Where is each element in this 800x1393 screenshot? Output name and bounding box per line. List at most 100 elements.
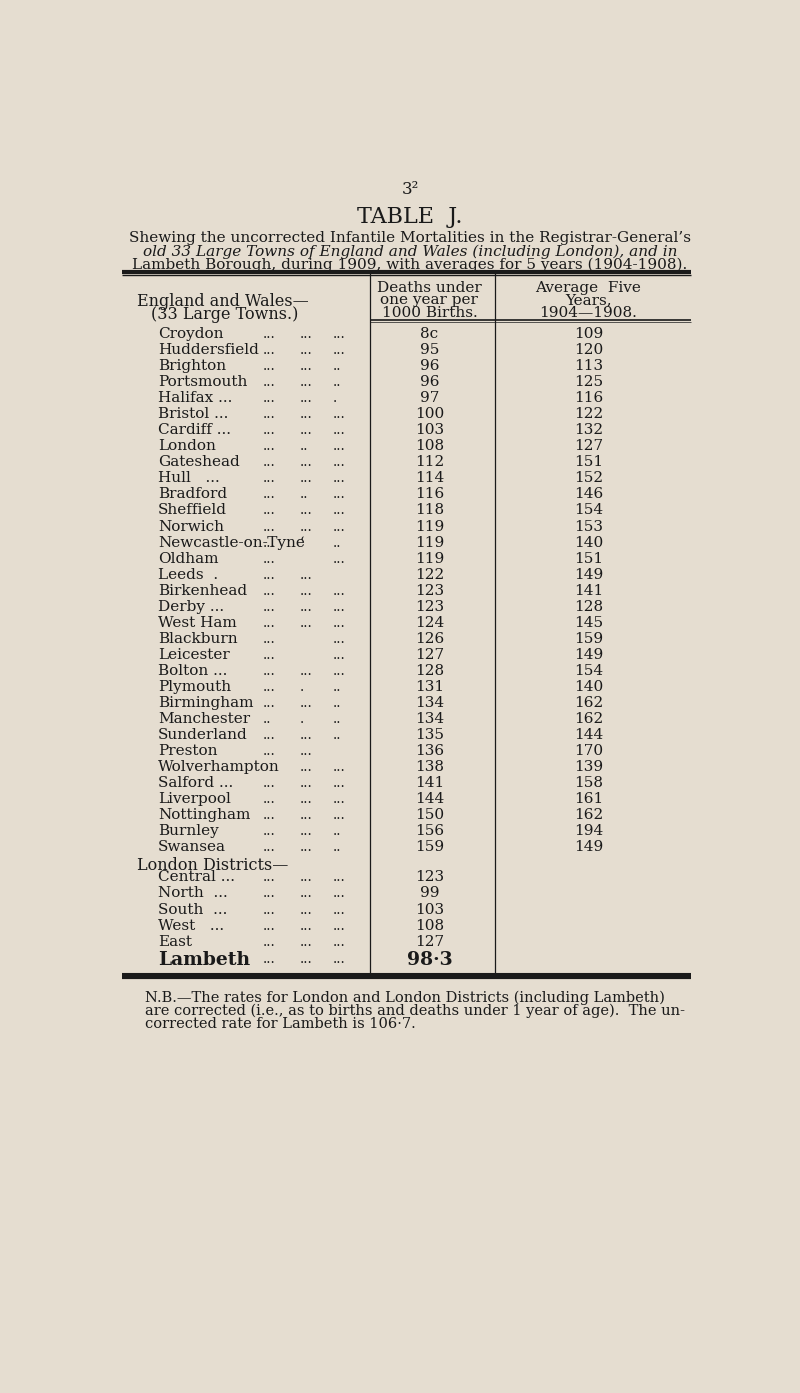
Text: ...: ...	[262, 471, 275, 486]
Text: 127: 127	[415, 648, 444, 662]
Text: ...: ...	[262, 599, 275, 613]
Text: ...: ...	[333, 327, 346, 341]
Text: 123: 123	[415, 871, 444, 885]
Text: Bradford: Bradford	[158, 488, 227, 501]
Text: ...: ...	[262, 871, 275, 885]
Text: ...: ...	[262, 552, 275, 566]
Text: Oldham: Oldham	[158, 552, 218, 566]
Text: ...: ...	[262, 648, 275, 662]
Text: 119: 119	[414, 535, 444, 549]
Text: ...: ...	[300, 599, 313, 613]
Text: ..: ..	[300, 488, 309, 501]
Text: Halifax ...: Halifax ...	[158, 391, 233, 405]
Text: ...: ...	[333, 808, 346, 822]
Text: ...: ...	[262, 535, 275, 549]
Text: West Ham: West Ham	[158, 616, 237, 630]
Text: ...: ...	[300, 520, 313, 534]
Text: 132: 132	[574, 423, 603, 437]
Text: 149: 149	[574, 567, 603, 581]
Text: 123: 123	[415, 599, 444, 613]
Text: ..: ..	[333, 840, 341, 854]
Text: ...: ...	[333, 471, 346, 486]
Text: 138: 138	[415, 759, 444, 773]
Text: ...: ...	[300, 759, 313, 773]
Text: ...: ...	[333, 951, 346, 967]
Text: ...: ...	[262, 391, 275, 405]
Text: ...: ...	[262, 327, 275, 341]
Text: ..: ..	[333, 727, 341, 741]
Text: ...: ...	[262, 488, 275, 501]
Text: 8c: 8c	[420, 327, 438, 341]
Text: ...: ...	[262, 584, 275, 598]
Text: 125: 125	[574, 375, 603, 390]
Text: 122: 122	[414, 567, 444, 581]
Text: 98·3: 98·3	[406, 950, 452, 968]
Text: ...: ...	[300, 727, 313, 741]
Text: ...: ...	[333, 776, 346, 790]
Text: 140: 140	[574, 535, 603, 549]
Text: 100: 100	[414, 407, 444, 422]
Text: Liverpool: Liverpool	[158, 791, 231, 805]
Text: ...: ...	[262, 359, 275, 373]
Text: Lambeth: Lambeth	[158, 950, 250, 968]
Text: ...: ...	[333, 616, 346, 630]
Text: TABLE  J.: TABLE J.	[358, 206, 462, 227]
Text: ...: ...	[300, 808, 313, 822]
Text: one year per: one year per	[381, 294, 478, 308]
Text: 134: 134	[415, 695, 444, 709]
Text: 118: 118	[415, 503, 444, 517]
Text: ...: ...	[300, 584, 313, 598]
Text: ...: ...	[333, 918, 346, 932]
Text: 112: 112	[414, 456, 444, 469]
Text: .: .	[333, 391, 337, 405]
Text: ...: ...	[300, 791, 313, 805]
Text: 127: 127	[574, 439, 603, 454]
Text: ...: ...	[300, 343, 313, 358]
Text: ...: ...	[262, 951, 275, 967]
Text: 96: 96	[420, 359, 439, 373]
Text: Sunderland: Sunderland	[158, 727, 248, 741]
Text: ...: ...	[262, 840, 275, 854]
Text: ...: ...	[300, 951, 313, 967]
Text: ...: ...	[300, 776, 313, 790]
Text: 156: 156	[415, 823, 444, 837]
Text: ...: ...	[333, 456, 346, 469]
Text: Hull   ...: Hull ...	[158, 471, 220, 486]
Text: Swansea: Swansea	[158, 840, 226, 854]
Text: London: London	[158, 439, 216, 454]
Text: ...: ...	[262, 695, 275, 709]
Text: ...: ...	[262, 727, 275, 741]
Text: 140: 140	[574, 680, 603, 694]
Text: Newcastle-on-Tyne: Newcastle-on-Tyne	[158, 535, 305, 549]
Text: ...: ...	[333, 552, 346, 566]
Text: ...: ...	[262, 886, 275, 900]
Text: (33 Large Towns.): (33 Large Towns.)	[151, 305, 298, 323]
Text: ...: ...	[262, 423, 275, 437]
Text: ...: ...	[300, 423, 313, 437]
Text: Brighton: Brighton	[158, 359, 226, 373]
Text: 146: 146	[574, 488, 603, 501]
Text: 95: 95	[420, 343, 439, 358]
Text: 116: 116	[574, 391, 603, 405]
Text: Burnley: Burnley	[158, 823, 219, 837]
Text: ...: ...	[333, 791, 346, 805]
Text: ...: ...	[262, 407, 275, 422]
Text: 149: 149	[574, 840, 603, 854]
Text: ...: ...	[300, 744, 313, 758]
Text: ...: ...	[262, 616, 275, 630]
Text: 144: 144	[414, 791, 444, 805]
Text: ..: ..	[333, 375, 341, 390]
Text: 152: 152	[574, 471, 603, 486]
Text: 194: 194	[574, 823, 603, 837]
Text: ...: ...	[262, 918, 275, 932]
Text: ...: ...	[300, 327, 313, 341]
Text: 97: 97	[420, 391, 439, 405]
Text: ...: ...	[300, 823, 313, 837]
Text: 96: 96	[420, 375, 439, 390]
Text: ...: ...	[300, 407, 313, 422]
Text: 150: 150	[415, 808, 444, 822]
Text: ..: ..	[333, 359, 341, 373]
Text: Cardiff ...: Cardiff ...	[158, 423, 231, 437]
Text: Preston: Preston	[158, 744, 218, 758]
Text: ...: ...	[333, 631, 346, 645]
